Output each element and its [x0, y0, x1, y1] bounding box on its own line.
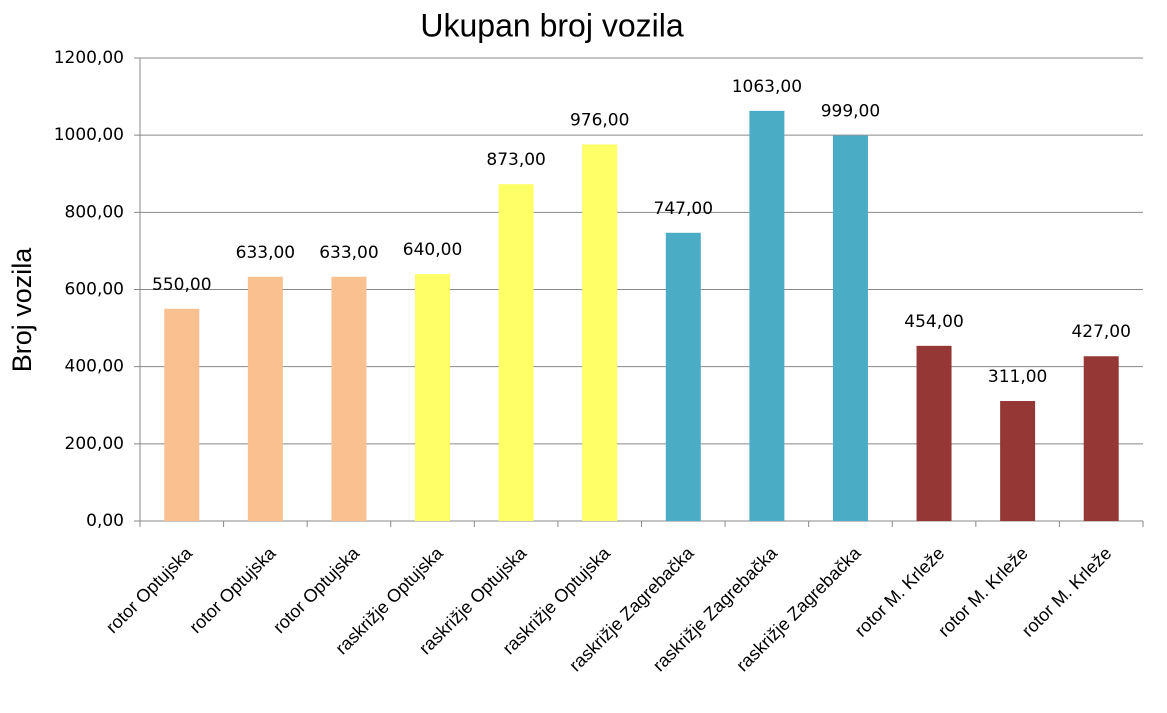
bar [498, 184, 534, 522]
data-label: 311,00 [988, 367, 1047, 387]
x-tick-label: rotor Optujska [102, 542, 197, 637]
bar [1083, 356, 1119, 521]
data-label: 550,00 [152, 275, 211, 295]
x-tick-label: rotor Optujska [185, 542, 280, 637]
y-tick-label: 600,00 [65, 280, 124, 300]
bar [415, 274, 451, 521]
data-label: 999,00 [821, 102, 880, 122]
data-label: 873,00 [486, 150, 545, 170]
data-label: 454,00 [904, 312, 963, 332]
y-tick-label: 1200,00 [54, 48, 124, 68]
bar [582, 144, 618, 521]
x-tick-label: rotor Optujska [269, 542, 364, 637]
y-tick-label: 400,00 [65, 357, 124, 377]
y-tick-label: 800,00 [65, 202, 124, 222]
bar [916, 345, 952, 521]
bar [665, 232, 701, 521]
bar [331, 276, 367, 521]
bar [749, 110, 785, 522]
y-tick-label: 200,00 [65, 434, 124, 454]
bar [1000, 401, 1036, 521]
data-label: 640,00 [403, 240, 462, 260]
x-tick-label: rotor M. Krleže [1018, 543, 1116, 641]
data-label: 747,00 [654, 199, 713, 219]
data-label: 1063,00 [732, 77, 802, 97]
data-label: 976,00 [570, 110, 629, 130]
y-tick-label: 0,00 [86, 511, 124, 531]
data-label: 633,00 [319, 243, 378, 263]
bar [164, 308, 200, 521]
bar [247, 276, 283, 521]
bar [832, 135, 868, 522]
data-label: 427,00 [1071, 322, 1130, 342]
data-label: 633,00 [236, 243, 295, 263]
chart-title: Ukupan broj vozila [420, 7, 683, 43]
y-tick-label: 1000,00 [54, 125, 124, 145]
y-axis-label: Broj vozila [7, 247, 37, 373]
